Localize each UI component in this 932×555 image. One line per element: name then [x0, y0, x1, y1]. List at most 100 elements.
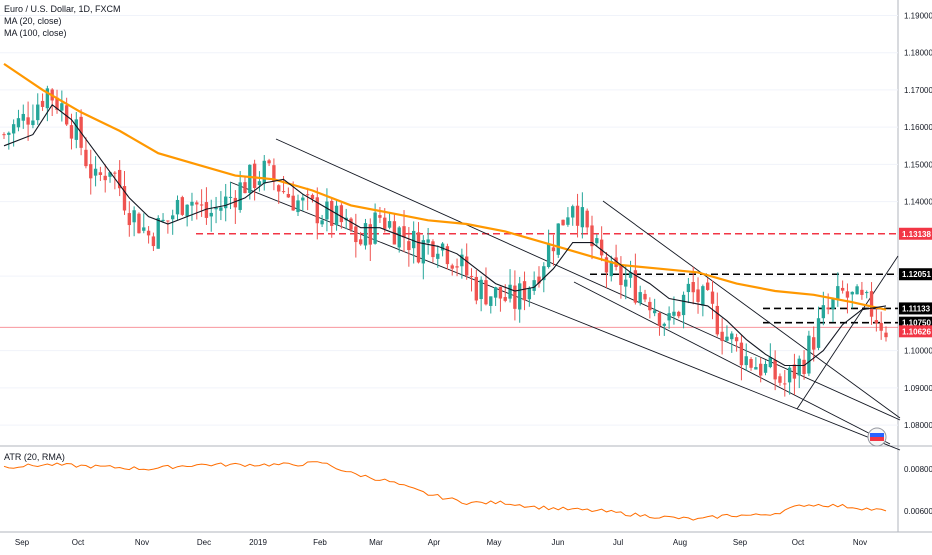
candle-body-158 — [763, 363, 768, 373]
legend-ma20[interactable]: MA (20, close) — [4, 16, 62, 26]
candle-body-88 — [426, 239, 430, 243]
candle-body-42 — [204, 202, 209, 218]
candle-body-11 — [55, 97, 59, 110]
time-tick-label-8: May — [486, 538, 501, 547]
candle-body-21 — [103, 175, 107, 181]
candle-body-98 — [474, 276, 479, 301]
candle-body-62 — [301, 197, 305, 201]
candle-body-150 — [725, 336, 729, 341]
time-tick-label-10: Jul — [613, 538, 623, 547]
candle-body-175 — [845, 291, 850, 298]
candle-body-113 — [546, 243, 551, 267]
candle-body-183 — [884, 332, 888, 338]
candle-body-12 — [60, 103, 64, 111]
price-axis[interactable]: 1.19000 1.18000 1.17000 1.16000 1.15000 1.140… — [899, 11, 932, 430]
candle-body-28 — [137, 213, 141, 234]
candle-body-152 — [734, 337, 739, 342]
time-tick-label-9: Jun — [552, 538, 565, 547]
candle-body-9 — [45, 88, 50, 109]
candle-body-6 — [31, 120, 35, 126]
candle-body-168 — [812, 337, 816, 350]
candle-body-36 — [175, 199, 180, 215]
candle-body-92 — [445, 246, 450, 265]
candle-body-156 — [754, 367, 758, 370]
candle-body-140 — [677, 311, 681, 317]
candle-body-68 — [330, 200, 334, 226]
candle-body-3 — [16, 118, 21, 128]
time-axis[interactable]: Sep Oct Nov Dec 2019 Feb Mar Apr May Jun Jul Aug Sep… — [15, 538, 867, 547]
candle-body-99 — [479, 279, 483, 300]
price-tick-label-2: 1.17000 — [904, 86, 932, 95]
candle-body-39 — [190, 201, 194, 206]
candle-body-180 — [869, 291, 874, 317]
candle-body-23 — [113, 172, 117, 174]
candle-body-163 — [787, 367, 792, 383]
atr-tick-label-1: 0.00600 — [904, 507, 932, 516]
candle-body-169 — [816, 318, 821, 348]
candle-body-141 — [681, 294, 686, 316]
candle-body-119 — [575, 205, 580, 226]
candle-body-37 — [180, 197, 185, 215]
candle-body-86 — [416, 232, 421, 263]
candle-body-2 — [11, 124, 16, 134]
candle-body-13 — [64, 105, 69, 125]
atr-axis[interactable]: 0.00800 0.00600 — [904, 465, 932, 516]
candle-body-179 — [865, 292, 869, 294]
candle-body-110 — [532, 280, 536, 291]
time-tick-label-7: Apr — [428, 538, 441, 547]
candle-body-53 — [257, 181, 262, 186]
candle-body-40 — [195, 202, 199, 205]
event-flag-icon[interactable] — [867, 427, 887, 447]
candle-body-172 — [831, 299, 835, 310]
candle-body-155 — [749, 359, 753, 368]
candle-body-132 — [638, 292, 642, 304]
candle-body-144 — [696, 289, 700, 302]
candle-body-97 — [469, 275, 474, 277]
candle-body-136 — [657, 312, 662, 326]
atr-path — [3, 461, 887, 521]
candle-body-124 — [599, 239, 604, 256]
ma20-line — [3, 103, 887, 367]
legend-ma100[interactable]: MA (100, close) — [4, 28, 67, 38]
candle-body-59 — [286, 194, 291, 198]
candle-body-17 — [84, 149, 88, 167]
price-tick-label-7: 1.10000 — [904, 347, 932, 356]
candle-body-157 — [759, 363, 763, 376]
candle-body-63 — [305, 194, 310, 196]
price-pane-grid — [0, 14, 898, 426]
price-tag-2: 1.11133 — [902, 304, 931, 313]
time-tick-label-12: Sep — [733, 538, 748, 547]
candle-body-22 — [108, 172, 112, 177]
candle-body-35 — [171, 215, 175, 220]
candle-body-178 — [860, 289, 864, 295]
candle-body-182 — [879, 322, 883, 331]
legend-atr[interactable]: ATR (20, RMA) — [4, 452, 65, 462]
candle-body-165 — [797, 358, 801, 376]
candle-body-64 — [310, 194, 315, 199]
price-tag-bg-1 — [899, 268, 932, 281]
candle-body-162 — [783, 383, 787, 385]
candle-body-49 — [238, 182, 242, 210]
candle-body-47 — [228, 196, 233, 198]
price-tag-bg-0 — [899, 227, 932, 240]
candle-body-76 — [368, 224, 372, 245]
candle-body-32 — [156, 217, 160, 249]
candle-body-126 — [609, 261, 613, 277]
candle-body-146 — [705, 282, 710, 290]
price-tag-3: 1.10750 — [902, 319, 931, 328]
candle-body-149 — [720, 331, 724, 342]
trend-line-2 — [602, 200, 901, 419]
candle-body-161 — [778, 376, 782, 383]
candle-body-164 — [792, 364, 797, 379]
candle-body-153 — [739, 342, 744, 366]
candle-body-8 — [40, 100, 45, 107]
candle-body-83 — [402, 226, 406, 238]
candle-body-130 — [628, 272, 633, 278]
price-tick-label-3: 1.16000 — [904, 123, 932, 132]
legend-symbol-title[interactable]: Euro / U.S. Dollar, 1D, FXCM — [4, 4, 121, 14]
candle-body-82 — [397, 227, 401, 248]
candle-body-30 — [146, 230, 151, 236]
candle-body-171 — [826, 307, 830, 310]
